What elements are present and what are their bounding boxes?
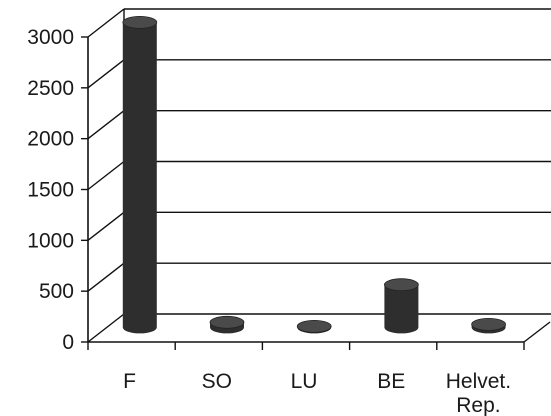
grid-side-3000 — [87, 8, 125, 38]
grid-side-500 — [87, 262, 125, 292]
x-category-label: SO — [202, 370, 232, 393]
y-tick-labels: 0 500 1000 1500 2000 2500 3000 — [27, 26, 74, 354]
bar-top — [209, 315, 245, 329]
x-category-label: Helvet. Rep. — [446, 370, 511, 416]
grid-side-0 — [87, 313, 125, 343]
grid-side-1000 — [87, 211, 125, 241]
bar-f — [122, 15, 158, 334]
bar-be — [383, 278, 419, 334]
x-category-labels: F SO LU BE Helvet. Rep. — [123, 370, 511, 416]
bar-top — [383, 278, 419, 292]
bar-helvet-rep — [471, 317, 507, 334]
bar-lu — [296, 319, 332, 334]
bar-top — [471, 317, 507, 331]
grid-side-2000 — [87, 110, 125, 140]
y-tick-label: 0 — [62, 331, 74, 354]
bar-top — [122, 15, 158, 29]
grid-side-2500 — [87, 59, 125, 89]
gridlines — [87, 8, 551, 343]
bar-so — [209, 315, 245, 334]
y-tick-label: 3000 — [27, 26, 74, 49]
y-tick-label: 500 — [39, 280, 74, 303]
bars — [122, 15, 507, 334]
x-category-label: BE — [377, 370, 405, 393]
y-tick-label: 2000 — [27, 128, 74, 151]
grid-side-1500 — [87, 160, 125, 191]
bar-body — [384, 284, 419, 334]
y-tick-label: 2500 — [27, 77, 74, 100]
x-category-label: F — [123, 370, 136, 393]
bar-body — [122, 22, 157, 334]
bar-top — [296, 319, 332, 333]
y-tick-label: 1500 — [27, 179, 74, 202]
floor-right-edge — [523, 321, 551, 343]
y-tick-label: 1000 — [27, 229, 74, 252]
x-category-label: LU — [291, 370, 318, 393]
